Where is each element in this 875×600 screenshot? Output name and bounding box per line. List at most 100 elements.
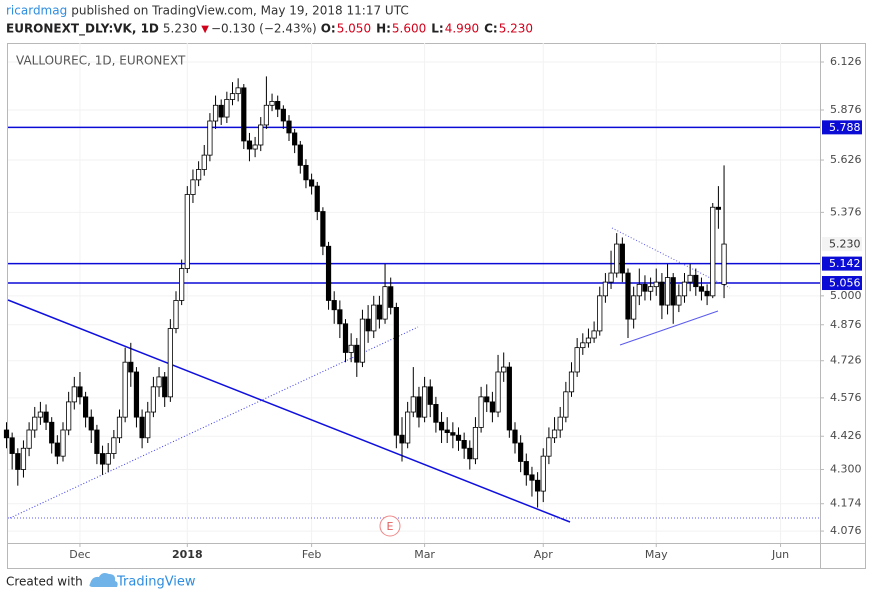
x-tick-label: Dec — [69, 548, 90, 561]
candle-body — [325, 245, 332, 301]
x-tick-label: 2018 — [172, 548, 203, 561]
candle-body — [501, 366, 507, 373]
candle-body — [105, 453, 111, 465]
candle-body — [529, 474, 535, 481]
candle-body — [348, 344, 354, 353]
candle-body — [139, 416, 145, 439]
last-price-label: 5.230 — [829, 238, 861, 251]
candle-body — [416, 396, 422, 418]
ohlc-key: O: — [321, 22, 336, 36]
candle-body — [235, 87, 241, 95]
candle-body — [122, 361, 128, 418]
candle-body — [365, 318, 371, 332]
candle-body — [224, 99, 230, 118]
x-tick-label: Jun — [771, 548, 789, 561]
candle-body — [376, 304, 383, 320]
candle-body — [619, 243, 625, 274]
change-arrow: ▼ — [201, 24, 209, 35]
candle-body — [133, 371, 140, 418]
candle-body — [382, 286, 388, 320]
y-tick-label: 5.376 — [830, 205, 862, 218]
candle-body — [241, 87, 247, 142]
candle-body — [388, 286, 394, 308]
candle-body — [687, 274, 693, 283]
candle-body — [331, 300, 337, 311]
candle-body — [676, 295, 682, 306]
ohlc-key: C: — [484, 22, 498, 36]
event-marker — [379, 515, 401, 537]
y-tick-label: 4.726 — [830, 354, 862, 367]
x-tick-label: Mar — [414, 548, 435, 561]
y-tick-label: 4.426 — [830, 429, 862, 442]
candle-body — [218, 104, 224, 118]
candle-body — [314, 185, 320, 212]
candle-body — [455, 434, 462, 441]
candle-body — [506, 366, 512, 431]
candle-body — [574, 347, 580, 373]
candle-body — [77, 386, 83, 398]
candle-body — [540, 455, 546, 492]
candle-body — [37, 411, 44, 418]
candle-body — [303, 164, 309, 181]
candle-body — [523, 461, 529, 476]
candle-body — [721, 243, 727, 285]
level-label-box — [822, 120, 862, 135]
footer: Created with TradingView — [6, 573, 196, 590]
candle-body — [670, 277, 676, 306]
candle-body — [484, 396, 490, 403]
candle-body — [49, 421, 55, 444]
candle-body — [489, 401, 496, 413]
x-tick-label: Feb — [302, 548, 321, 561]
candle-body — [472, 427, 479, 460]
candle-body — [128, 361, 134, 373]
candle-body — [461, 440, 467, 449]
candle-body — [116, 416, 123, 439]
candle-body — [614, 243, 620, 274]
y-tick-label: 4.076 — [830, 524, 862, 537]
ohlc-key: H: — [376, 22, 391, 36]
candle-body — [269, 100, 275, 106]
candle-body — [664, 277, 671, 306]
author: ricardmag — [6, 4, 67, 18]
candle-body — [167, 328, 173, 398]
triangle-upper — [611, 227, 731, 289]
candle-body — [546, 437, 552, 457]
header: ricardmag published on TradingView.com, M… — [6, 4, 533, 37]
candle-body — [99, 453, 106, 465]
candle-body — [83, 396, 89, 418]
candle-body — [207, 120, 213, 156]
candle-body — [201, 154, 207, 170]
candle-body — [173, 300, 179, 329]
candle-body — [681, 281, 688, 297]
ohlc-value: 5.600 — [392, 22, 426, 36]
candle-body — [342, 323, 349, 353]
candle-body — [518, 442, 524, 462]
candle-body — [26, 429, 32, 449]
brand: TradingView — [116, 575, 196, 590]
x-tick-label: Apr — [534, 548, 554, 561]
y-tick-label: 5.000 — [830, 289, 862, 302]
candle-body — [320, 211, 326, 247]
candle-body — [399, 434, 405, 444]
candle-body — [421, 386, 428, 418]
trend-line-dotted — [9, 326, 419, 519]
candle-body — [512, 429, 518, 444]
change: −0.130 (−2.43%) — [211, 22, 317, 36]
candle-body — [3, 429, 10, 439]
candle-body — [258, 124, 264, 146]
last-price: 5.230 — [163, 22, 197, 36]
ohlc-value: 5.050 — [337, 22, 371, 36]
ohlc-key: L: — [431, 22, 443, 36]
y-tick-label: 4.300 — [830, 462, 862, 475]
drawings — [7, 227, 820, 523]
candle-body — [263, 104, 270, 126]
candle-body — [410, 396, 416, 413]
candle-body — [9, 437, 15, 454]
candle-body — [246, 140, 253, 150]
candle-body — [704, 290, 710, 297]
y-tick-label: 6.126 — [830, 55, 862, 68]
candle-body — [710, 206, 716, 297]
event-marker-label: E — [387, 520, 394, 533]
